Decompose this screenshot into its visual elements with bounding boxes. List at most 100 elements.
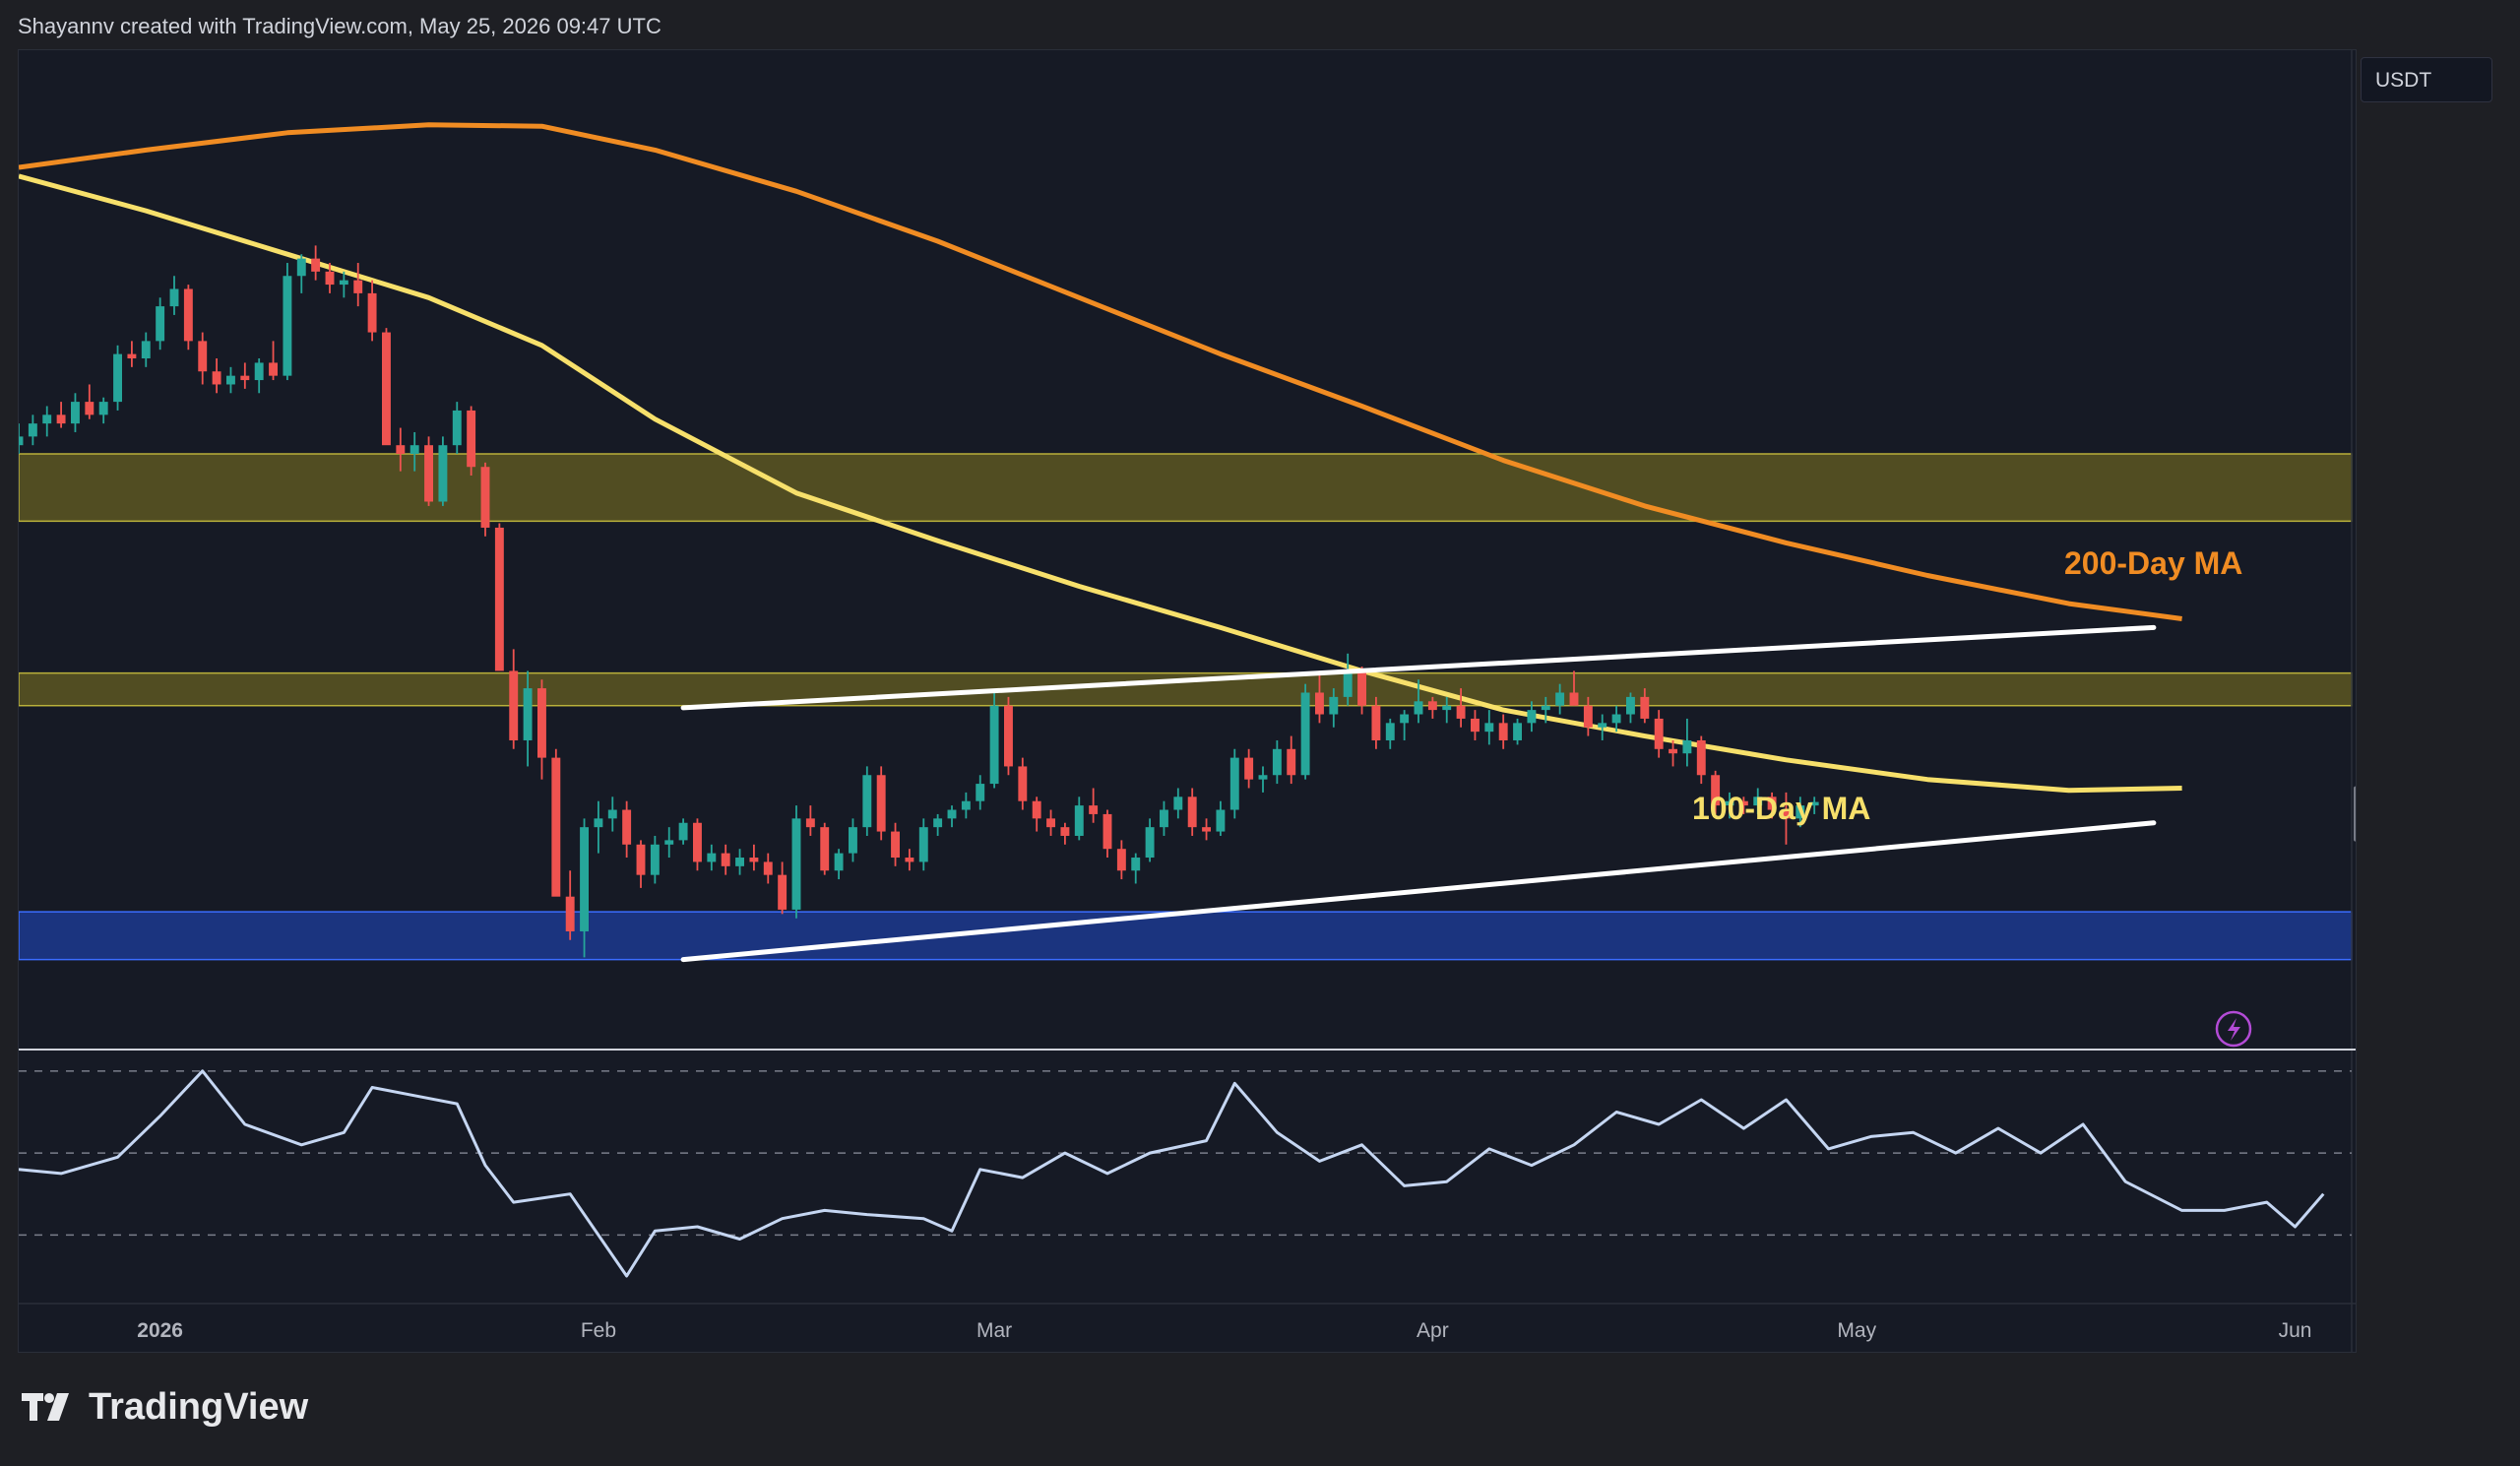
candle-body bbox=[976, 784, 985, 801]
candle-body bbox=[1258, 775, 1268, 780]
candle-body bbox=[1371, 705, 1381, 740]
candle-body bbox=[410, 445, 419, 455]
label-200-day-ma: 200-Day MA bbox=[2064, 545, 2242, 581]
rsi-line bbox=[19, 1069, 2325, 1278]
candle-body bbox=[707, 853, 717, 862]
candle-body bbox=[735, 858, 744, 866]
ma-line-100-day-ma bbox=[19, 173, 2182, 794]
candle-body bbox=[1343, 670, 1353, 697]
candle-body bbox=[749, 858, 759, 862]
candle-body bbox=[1400, 714, 1410, 724]
candle-body bbox=[1640, 696, 1650, 719]
candle-body bbox=[19, 436, 24, 446]
candle-body bbox=[849, 827, 857, 854]
candle-body bbox=[1173, 797, 1183, 810]
candle-body bbox=[169, 288, 179, 307]
candle-body bbox=[127, 353, 137, 359]
candle-body bbox=[42, 414, 52, 424]
candle-body bbox=[565, 896, 575, 931]
candle-body bbox=[1555, 692, 1565, 706]
ma-line-200-day-ma bbox=[19, 122, 2182, 621]
zone-resistance-upper bbox=[19, 453, 2353, 523]
candle-body bbox=[905, 858, 914, 862]
candle-body bbox=[763, 861, 773, 875]
candle-body bbox=[693, 822, 702, 862]
candle-body bbox=[28, 423, 37, 437]
candle-body bbox=[933, 818, 943, 828]
candle-body bbox=[1513, 723, 1522, 740]
candle-body bbox=[664, 840, 674, 845]
candle-body bbox=[1456, 705, 1466, 719]
tradingview-logo: TradingView bbox=[22, 1386, 308, 1429]
candle-body bbox=[1244, 757, 1254, 780]
candle-body bbox=[1527, 710, 1537, 724]
candle-body bbox=[1611, 714, 1621, 724]
candle-body bbox=[1541, 705, 1550, 711]
candle-body bbox=[1060, 827, 1070, 836]
candle-body bbox=[876, 775, 886, 832]
time-tick-label: 2026 bbox=[137, 1319, 183, 1342]
candle-body bbox=[721, 853, 730, 866]
candle-body bbox=[494, 527, 504, 671]
tradingview-logo-text: TradingView bbox=[89, 1386, 309, 1428]
candle-body bbox=[1753, 797, 1763, 806]
candle-body bbox=[1116, 849, 1126, 871]
candle-body bbox=[1102, 813, 1112, 850]
label-100-day-ma: 100-Day MA bbox=[1692, 791, 1870, 826]
candle-body bbox=[1569, 692, 1579, 706]
candle-body bbox=[1216, 809, 1226, 832]
candle-body bbox=[198, 341, 208, 372]
candle-body bbox=[396, 445, 406, 455]
candle-body bbox=[56, 414, 66, 424]
currency-button[interactable]: USDT bbox=[2361, 57, 2492, 102]
candle-body bbox=[509, 670, 519, 740]
time-tick-label: Mar bbox=[976, 1319, 1012, 1342]
candle-body bbox=[367, 292, 377, 333]
candle-body bbox=[607, 809, 617, 819]
candle-body bbox=[1626, 696, 1635, 715]
candle-body bbox=[1484, 723, 1494, 733]
candle-body bbox=[240, 375, 250, 381]
candle-body bbox=[1145, 827, 1155, 859]
time-tick-label: Apr bbox=[1417, 1319, 1449, 1342]
lightning-icon-bolt bbox=[2228, 1018, 2240, 1041]
candle-body bbox=[467, 410, 476, 468]
candle-body bbox=[918, 827, 928, 862]
candle-body bbox=[1414, 701, 1423, 715]
candle-body bbox=[1427, 701, 1437, 711]
candle-body bbox=[311, 258, 321, 272]
candle-body bbox=[1583, 705, 1593, 728]
candle-body bbox=[1767, 797, 1777, 810]
candle-body bbox=[1725, 800, 1734, 806]
candle-body bbox=[226, 375, 235, 385]
candle-body bbox=[622, 809, 632, 845]
candle-body bbox=[212, 371, 221, 385]
candle-body bbox=[1329, 696, 1339, 715]
attribution-text: Shayannv created with TradingView.com, M… bbox=[18, 14, 662, 38]
candle-body bbox=[141, 341, 151, 359]
candle-body bbox=[1796, 805, 1805, 819]
candle-body bbox=[424, 445, 433, 502]
tradingview-logo-icon bbox=[22, 1392, 69, 1421]
candle-body bbox=[480, 467, 490, 528]
candle-body bbox=[382, 332, 391, 446]
candle-body bbox=[452, 410, 462, 446]
candle-body bbox=[339, 280, 348, 286]
candle-body bbox=[834, 853, 844, 871]
candle-body bbox=[1711, 775, 1721, 806]
candle-body bbox=[283, 276, 292, 376]
candle-body bbox=[594, 818, 603, 828]
zone-support bbox=[19, 911, 2353, 961]
candle-body bbox=[961, 800, 971, 810]
candle-body bbox=[537, 688, 546, 758]
candle-body bbox=[254, 362, 264, 381]
candle-body bbox=[1229, 757, 1239, 810]
candle-body bbox=[353, 280, 363, 293]
time-tick-label: May bbox=[1837, 1319, 1876, 1342]
candle-body bbox=[1272, 748, 1282, 776]
candle-body bbox=[650, 844, 660, 875]
candle-body bbox=[636, 844, 646, 875]
candle-body bbox=[1809, 801, 1819, 806]
candle-body bbox=[891, 831, 900, 859]
